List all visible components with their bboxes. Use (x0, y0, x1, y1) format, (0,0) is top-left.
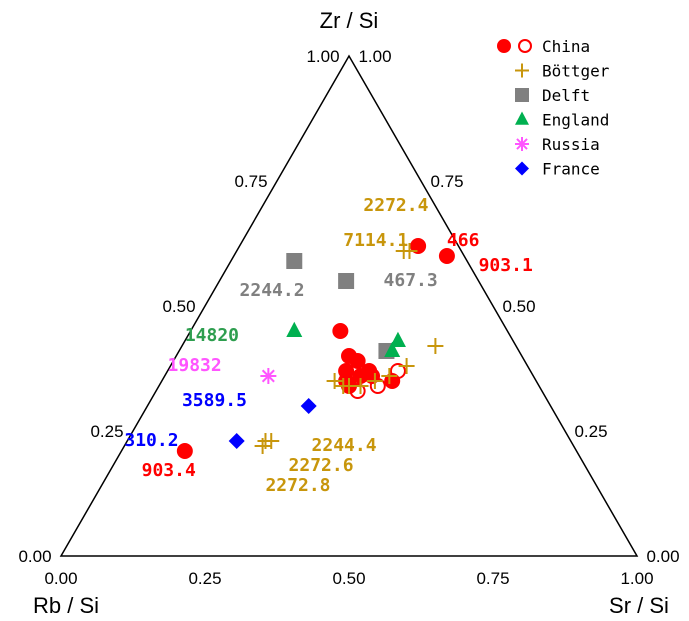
data-point (338, 273, 355, 289)
data-label: 903.1 (479, 255, 533, 276)
data-point (369, 378, 386, 394)
right-tick-label: 0.00 (646, 547, 679, 566)
data-point (228, 433, 245, 449)
data-points (176, 238, 455, 459)
right-tick-label: 0.25 (574, 422, 607, 441)
data-point (254, 438, 271, 454)
data-label: 7114.1 (343, 230, 408, 251)
right-tick-label: 0.75 (430, 172, 463, 191)
right-axis-title: Sr / Si (609, 593, 669, 618)
left-tick-label: 0.00 (18, 547, 51, 566)
left-tick-label: 0.75 (234, 172, 267, 191)
data-point (389, 363, 406, 379)
data-label: 310.2 (124, 430, 178, 451)
data-point (286, 253, 303, 269)
data-label: 466 (447, 230, 480, 251)
bottom-tick-label: 0.25 (188, 569, 221, 588)
data-point (349, 353, 366, 369)
legend-label: China (542, 37, 590, 56)
data-point (384, 341, 401, 357)
data-label: 467.3 (384, 270, 438, 291)
data-point (263, 433, 280, 449)
right-tick-label: 1.00 (358, 47, 391, 66)
ternary-triangle (59, 54, 639, 557)
data-label: 3589.5 (182, 390, 247, 411)
legend-marker (497, 39, 511, 53)
data-point (332, 323, 349, 339)
data-label: 14820 (185, 325, 239, 346)
right-tick-label: 0.50 (502, 297, 535, 316)
data-point (260, 368, 277, 384)
data-point (427, 338, 444, 354)
bottom-tick-label: 0.00 (44, 569, 77, 588)
data-label: 2272.8 (265, 475, 330, 496)
tick-labels: 0.00 0.25 0.50 0.75 1.00 1.00 0.75 0.50 0.25 0.00… (18, 47, 679, 588)
legend-marker (515, 137, 529, 151)
data-label: 19832 (168, 355, 222, 376)
bottom-tick-label: 0.50 (332, 569, 365, 588)
data-point (300, 398, 317, 414)
data-point (349, 383, 366, 399)
legend-label: Russia (542, 135, 600, 154)
data-label: 2244.4 (312, 435, 377, 456)
bottom-tick-label: 0.75 (476, 569, 509, 588)
annotations: 2272.4 7114.1 466 903.1 467.3 2244.2 14820 1983… (124, 195, 532, 496)
data-point (352, 368, 369, 384)
data-label: 2272.4 (363, 195, 428, 216)
top-axis-title: Zr / Si (320, 8, 379, 33)
data-point (438, 248, 455, 264)
legend-marker (518, 39, 532, 53)
legend-label: Delft (542, 86, 590, 105)
legend-label: England (542, 111, 609, 130)
data-label: 2272.6 (289, 455, 354, 476)
legend-label: France (542, 160, 600, 179)
legend-marker (515, 161, 529, 176)
left-axis-title: Rb / Si (33, 593, 99, 618)
data-point (326, 373, 343, 389)
data-label: 2244.2 (240, 280, 305, 301)
data-point (176, 443, 193, 459)
legend-marker (515, 88, 529, 102)
data-point (366, 373, 383, 389)
left-tick-label: 1.00 (306, 47, 339, 66)
data-label: 903.4 (142, 460, 196, 481)
left-tick-label: 0.50 (162, 297, 195, 316)
legend: China Böttger Delft England Russia France (497, 37, 610, 179)
bottom-tick-label: 1.00 (620, 569, 653, 588)
left-tick-label: 0.25 (90, 422, 123, 441)
legend-marker (515, 111, 529, 125)
data-point (398, 358, 415, 374)
legend-marker (515, 63, 529, 78)
data-point (395, 243, 412, 259)
data-point (381, 368, 398, 384)
data-point (335, 378, 352, 394)
data-point (389, 331, 406, 347)
data-point (286, 321, 303, 337)
legend-label: Böttger (542, 62, 610, 81)
